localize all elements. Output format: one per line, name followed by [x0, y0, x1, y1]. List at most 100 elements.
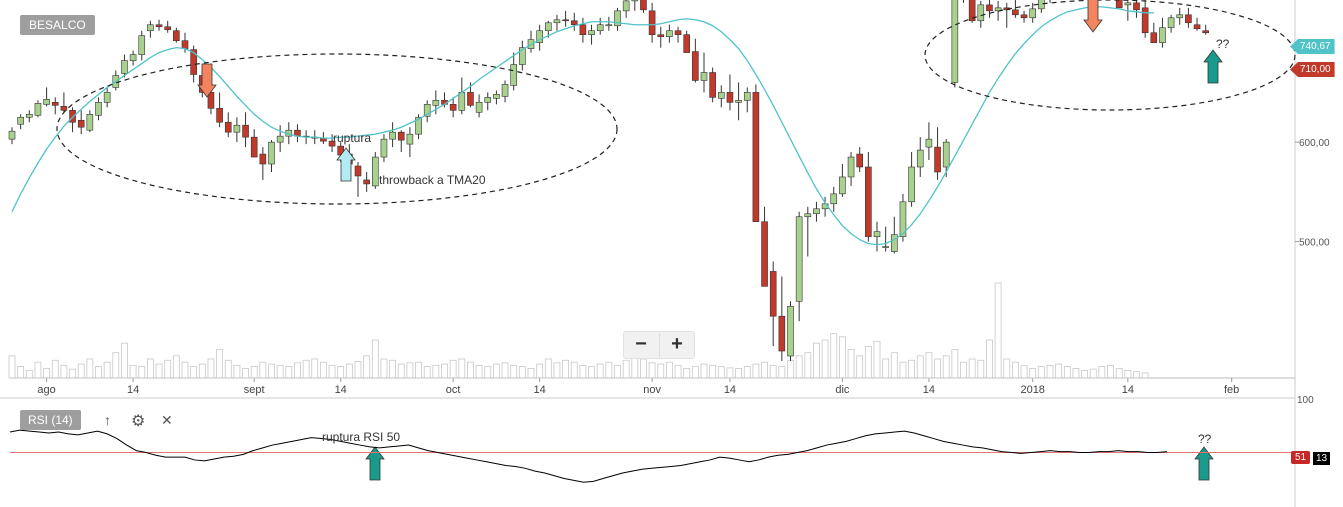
volume-bar	[467, 361, 474, 379]
candle-down	[562, 19, 569, 22]
candle-up	[484, 97, 492, 103]
candle-down	[449, 104, 457, 111]
volume-bar	[1141, 372, 1149, 379]
volume-bar	[276, 364, 284, 379]
candle-up	[813, 208, 820, 215]
volume-bar	[553, 362, 561, 379]
candle-up	[977, 4, 985, 22]
candle-up	[138, 35, 146, 55]
candle-down	[761, 221, 768, 287]
volume-bar	[415, 361, 422, 379]
candle-down	[69, 110, 76, 123]
candle-up	[458, 92, 466, 111]
candle-down	[579, 24, 587, 36]
candle-down	[242, 124, 249, 138]
x-tick-label: nov	[643, 384, 661, 396]
candle-down	[397, 131, 405, 141]
volume-bar	[138, 366, 146, 379]
arrow-up-icon	[365, 446, 385, 481]
candle-up	[510, 64, 518, 86]
volume-bar	[190, 366, 198, 379]
volume-bar	[674, 364, 682, 379]
volume-bar	[769, 364, 777, 379]
volume-bar	[172, 355, 180, 379]
volume-bar	[631, 355, 639, 379]
volume-bar	[977, 359, 985, 379]
x-tick-label: 14	[923, 384, 935, 396]
candle-up	[908, 166, 915, 203]
close-icon[interactable]: ✕	[161, 412, 173, 428]
candle-up	[415, 116, 422, 135]
volume-bar	[743, 366, 751, 379]
volume-bar	[17, 366, 25, 379]
candle-up	[1029, 8, 1036, 19]
candle-down	[250, 136, 258, 158]
volume-bar	[527, 368, 535, 379]
volume-bar	[839, 336, 846, 379]
volume-bar	[155, 363, 163, 379]
volume-bar	[683, 368, 691, 379]
volume-bar	[25, 369, 33, 379]
volume-bar	[951, 349, 959, 379]
candle-down	[570, 20, 578, 26]
candle-up	[942, 141, 950, 168]
candle-up	[1167, 17, 1175, 29]
candle-up	[1176, 14, 1184, 19]
zoom-in-button[interactable]: +	[659, 333, 694, 357]
volume-bar	[337, 366, 345, 379]
volume-bar	[761, 361, 768, 379]
x-tick-label: 14	[724, 384, 736, 396]
volume-bar	[69, 368, 76, 379]
candle-up	[519, 47, 526, 65]
volume-bar	[804, 352, 812, 379]
candle-down	[60, 106, 68, 111]
volume-bar	[691, 366, 699, 379]
volume-bar	[700, 363, 708, 379]
volume-bar	[830, 333, 838, 379]
candle-up	[899, 201, 907, 237]
candle-up	[43, 99, 50, 105]
candle-up	[925, 138, 933, 148]
volume-bar	[492, 363, 500, 379]
candle-up	[743, 92, 751, 101]
volume-bar	[501, 362, 509, 379]
volume-bar	[302, 359, 310, 379]
volume-bar	[864, 345, 872, 379]
volume-bar	[562, 359, 569, 379]
gear-icon[interactable]: ⚙	[131, 413, 146, 430]
volume-bar	[622, 359, 630, 379]
candle-up	[916, 149, 924, 168]
volume-bar	[570, 361, 578, 379]
volume-bar	[1124, 369, 1132, 379]
consolidation-ellipse-1	[56, 53, 618, 205]
volume-bar	[181, 361, 189, 379]
volume-bar	[43, 368, 50, 379]
candle-down	[968, 0, 976, 22]
candle-up	[588, 30, 595, 35]
candle-up	[233, 124, 241, 133]
candle-down	[216, 108, 223, 123]
volume-bar	[432, 364, 440, 379]
volume-bar	[389, 359, 397, 379]
arrow-up-icon[interactable]: ↑	[104, 412, 111, 428]
volume-bar	[544, 358, 552, 379]
volume-bar	[224, 359, 232, 379]
x-tick-label: 14	[127, 384, 139, 396]
candle-down	[328, 140, 336, 147]
candle-down	[155, 24, 163, 28]
volume-bar	[614, 364, 621, 379]
volume-bar	[34, 361, 42, 379]
candle-down	[752, 92, 760, 223]
candle-up	[406, 133, 414, 145]
rsi-indicator-label[interactable]: RSI (14)	[20, 410, 81, 430]
zoom-out-button[interactable]: −	[635, 333, 647, 355]
candle-up	[787, 305, 794, 357]
candle-down	[181, 40, 189, 49]
price-tag-last-close: 710,00	[1290, 62, 1335, 77]
candle-down	[778, 315, 786, 352]
x-tick-label: 14	[1122, 384, 1134, 396]
candle-up	[121, 60, 128, 74]
volume-bar	[1012, 361, 1019, 379]
volume-bar	[588, 366, 595, 379]
